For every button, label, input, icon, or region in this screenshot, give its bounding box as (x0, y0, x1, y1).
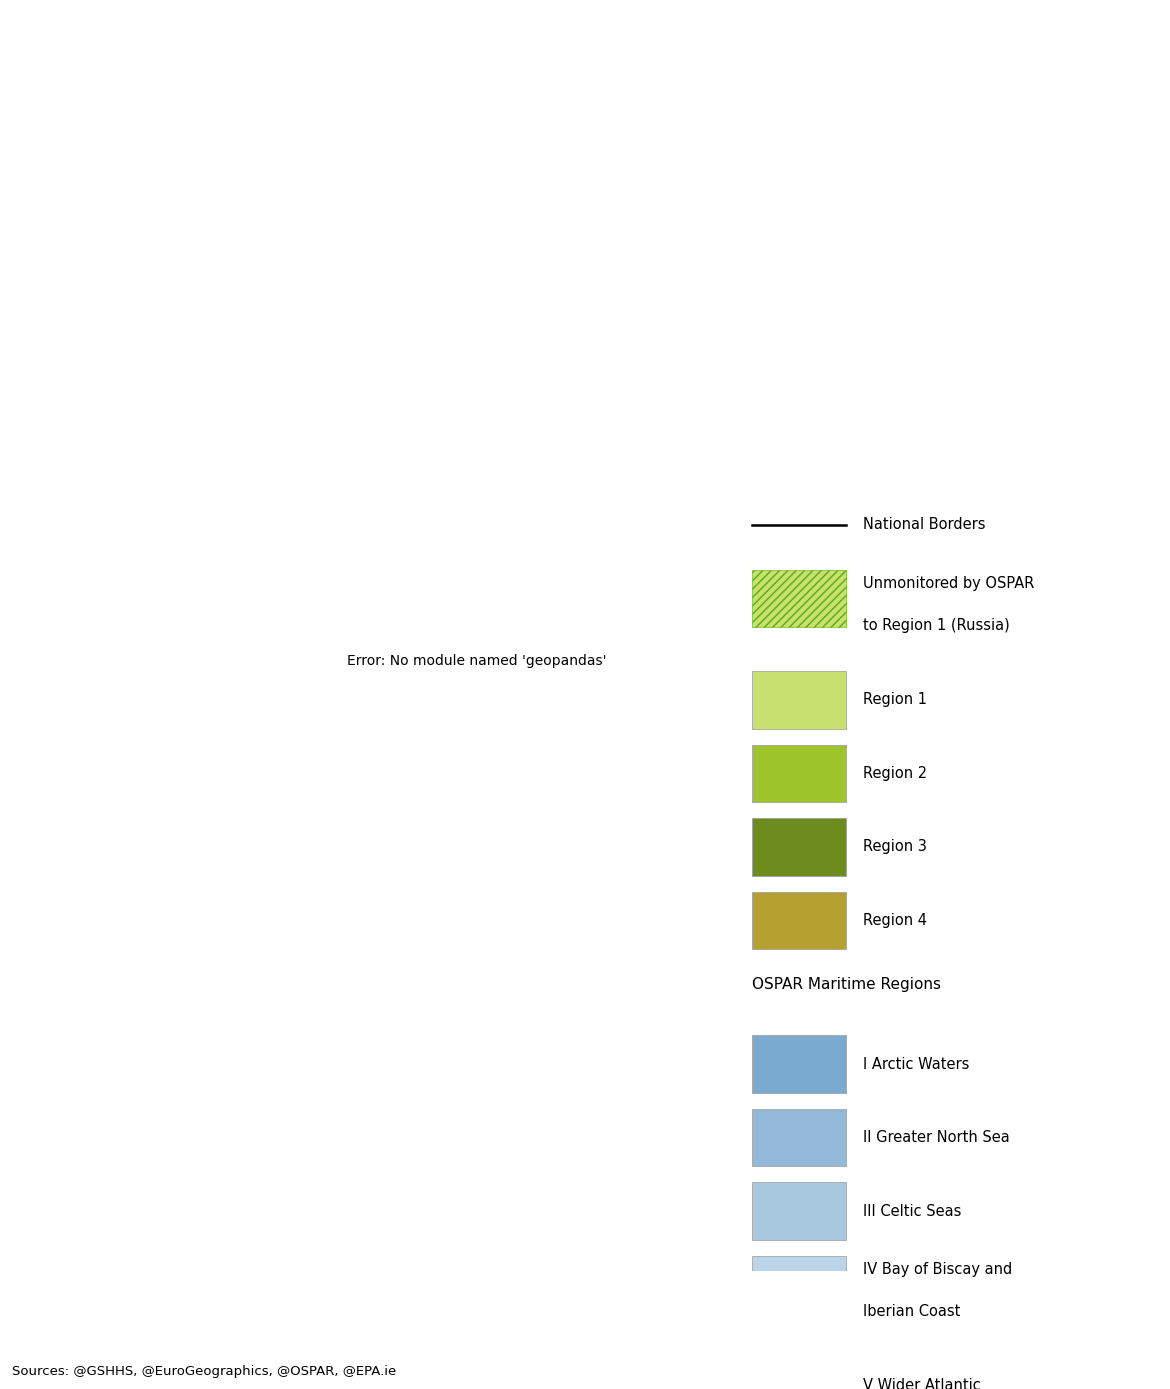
Text: Sources: @GSHHS, @EuroGeographics, @OSPAR, @EPA.ie: Sources: @GSHHS, @EuroGeographics, @OSPA… (12, 1365, 395, 1378)
Text: Region 1: Region 1 (863, 692, 927, 707)
Text: National Borders: National Borders (863, 518, 985, 532)
Text: Error: No module named 'geopandas': Error: No module named 'geopandas' (347, 654, 606, 668)
Bar (752, 1357, 846, 1389)
Bar (752, 1256, 846, 1313)
Bar (752, 1035, 846, 1093)
Text: I Arctic Waters: I Arctic Waters (863, 1057, 969, 1071)
Bar (752, 818, 846, 875)
Bar (752, 671, 846, 729)
Text: II Greater North Sea: II Greater North Sea (863, 1131, 1010, 1145)
Text: OSPAR Maritime Regions: OSPAR Maritime Regions (752, 976, 941, 992)
Bar (752, 569, 846, 628)
Text: Iberian Coast: Iberian Coast (863, 1304, 961, 1318)
Text: Region 4: Region 4 (863, 913, 927, 928)
Bar (752, 1108, 846, 1167)
Text: to Region 1 (Russia): to Region 1 (Russia) (863, 618, 1010, 632)
Text: Unmonitored by OSPAR: Unmonitored by OSPAR (863, 576, 1034, 592)
Text: IV Bay of Biscay and: IV Bay of Biscay and (863, 1263, 1012, 1276)
Bar (752, 745, 846, 801)
Text: III Celtic Seas: III Celtic Seas (863, 1203, 962, 1218)
Bar (752, 1182, 846, 1240)
Text: Region 3: Region 3 (863, 839, 927, 854)
Text: Region 2: Region 2 (863, 765, 927, 781)
Bar (752, 892, 846, 949)
Text: V Wider Atlantic: V Wider Atlantic (863, 1378, 980, 1389)
